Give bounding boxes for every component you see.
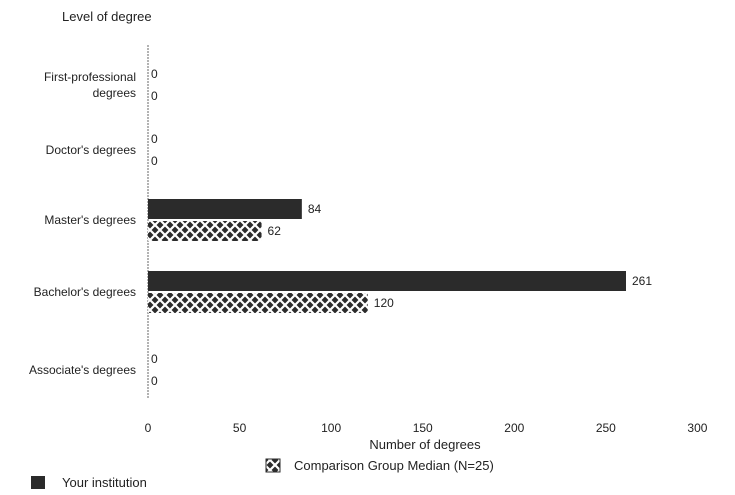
data-label: 84 bbox=[308, 202, 322, 216]
category-label: First-professional bbox=[44, 70, 136, 84]
bar-your-institution bbox=[148, 271, 626, 291]
category-label: Master's degrees bbox=[44, 213, 136, 227]
x-tick-label: 0 bbox=[145, 421, 152, 435]
legend-swatch-comparison-median bbox=[265, 458, 281, 473]
legend-label-your-institution: Your institution bbox=[62, 475, 147, 490]
data-label: 0 bbox=[151, 154, 158, 168]
legend-label-comparison-median: Comparison Group Median (N=25) bbox=[294, 458, 494, 473]
bar-comparison-median bbox=[148, 293, 368, 313]
x-axis-title: Number of degrees bbox=[369, 437, 481, 452]
data-label: 0 bbox=[151, 374, 158, 388]
data-label: 0 bbox=[151, 67, 158, 81]
x-tick-label: 100 bbox=[321, 421, 341, 435]
bar-your-institution bbox=[148, 199, 302, 219]
x-tick-label: 150 bbox=[413, 421, 433, 435]
data-label: 261 bbox=[632, 274, 652, 288]
category-label: Bachelor's degrees bbox=[34, 285, 136, 299]
data-label: 0 bbox=[151, 132, 158, 146]
bar-comparison-median bbox=[148, 221, 262, 241]
x-tick-label: 200 bbox=[504, 421, 524, 435]
data-label: 62 bbox=[268, 224, 282, 238]
legend-swatch-your-institution bbox=[31, 476, 45, 489]
x-tick-label: 300 bbox=[687, 421, 707, 435]
data-label: 0 bbox=[151, 352, 158, 366]
y-axis-title: Level of degree bbox=[62, 9, 152, 24]
x-tick-label: 250 bbox=[596, 421, 616, 435]
category-label: degrees bbox=[93, 86, 136, 100]
data-label: 0 bbox=[151, 89, 158, 103]
x-tick-label: 50 bbox=[233, 421, 247, 435]
category-label: Doctor's degrees bbox=[46, 143, 136, 157]
category-label: Associate's degrees bbox=[29, 363, 136, 377]
data-label: 120 bbox=[374, 296, 394, 310]
